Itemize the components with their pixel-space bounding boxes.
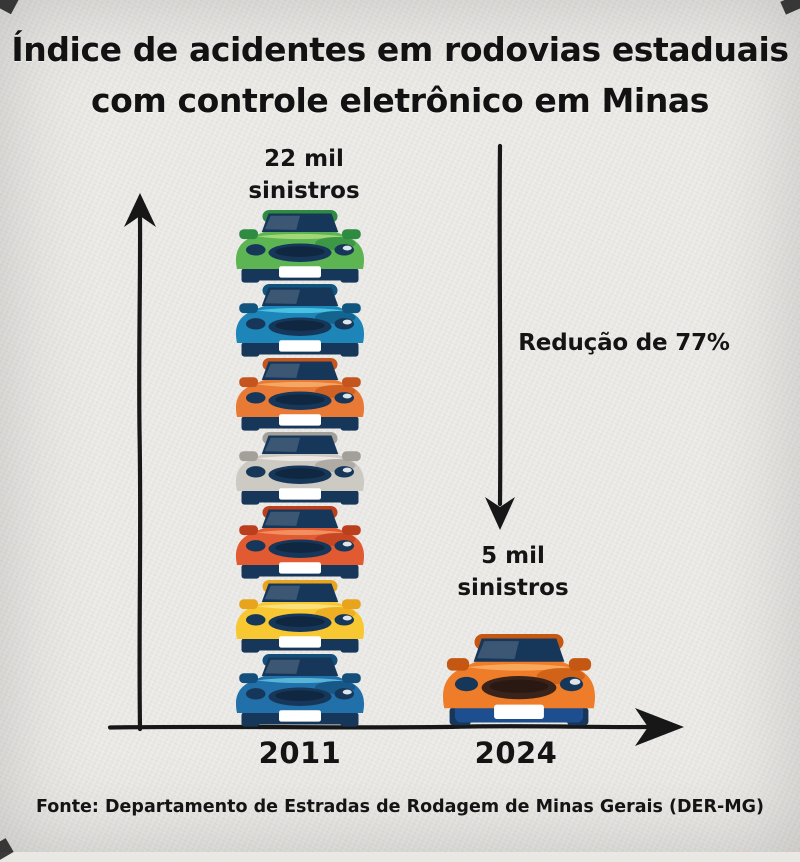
value-label-2024-line-1: 5 mil bbox=[481, 543, 545, 569]
value-label-2011-line-2: sinistros bbox=[248, 178, 360, 205]
car-stack-2011 bbox=[225, 210, 375, 728]
scan-artifact-top-right bbox=[780, 0, 800, 15]
car-icon-2024 bbox=[430, 634, 608, 727]
value-label-2024: 5 mil sinistros bbox=[424, 540, 602, 604]
car-icon-2011-4-silver bbox=[225, 432, 375, 506]
reduction-arrow-line bbox=[497, 143, 503, 507]
car-icon-2011-6-yellow bbox=[225, 580, 375, 654]
reduction-annotation: Redução de 77% bbox=[518, 330, 730, 356]
scan-artifact-bottom-left bbox=[0, 838, 14, 862]
source-note: Fonte: Departamento de Estradas de Rodag… bbox=[35, 797, 765, 817]
chart-title-line-1: Índice de acidentes em rodovias estaduai… bbox=[11, 30, 789, 69]
reduction-arrowhead-icon bbox=[485, 497, 515, 530]
car-icon-2011-7-blue bbox=[225, 654, 375, 728]
chart-title-line-2: com controle eletrônico em Minas bbox=[90, 81, 710, 121]
y-axis-line bbox=[137, 215, 143, 732]
car-icon-2011-3-orange bbox=[225, 358, 375, 432]
car-icon-2011-1-green bbox=[225, 210, 375, 284]
value-label-2024-line-2: sinistros bbox=[457, 575, 569, 602]
value-label-2011-line-1: 22 mil bbox=[264, 146, 344, 172]
car-icon-2011-5-red-orange bbox=[225, 506, 375, 580]
value-label-2011: 22 mil sinistros bbox=[213, 143, 395, 207]
y-axis-arrowhead-icon bbox=[124, 193, 156, 227]
chart-title: Índice de acidentes em rodovias estaduai… bbox=[0, 24, 800, 126]
x-tick-label-2024: 2024 bbox=[474, 736, 558, 770]
car-icon-2011-2-blue bbox=[225, 284, 375, 358]
x-tick-label-2011: 2011 bbox=[258, 736, 342, 770]
x-axis-arrowhead-icon bbox=[635, 708, 684, 746]
scan-artifact-top-left bbox=[0, 0, 19, 15]
